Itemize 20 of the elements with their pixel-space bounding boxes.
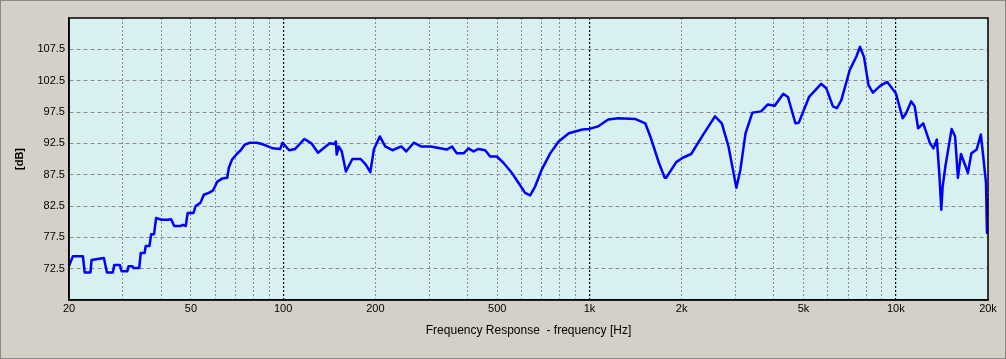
x-tick-label: 10k — [886, 301, 906, 314]
y-tick-label: 87.5 — [43, 167, 65, 180]
x-tick-label: 5k — [797, 301, 810, 314]
x-axis-title: Frequency Response - frequency [Hz] — [425, 323, 632, 338]
x-tick-label: 200 — [366, 301, 385, 314]
y-tick-label: 92.5 — [43, 136, 65, 149]
y-tick-label: 82.5 — [43, 199, 65, 212]
x-tick-label: 20 — [62, 301, 76, 314]
x-tick-label: 500 — [488, 301, 507, 314]
x-tick-label: 2k — [675, 301, 688, 314]
x-tick-label: 100 — [273, 301, 293, 314]
y-axis-title: [dB] — [12, 147, 25, 170]
x-tick-label: 20k — [979, 301, 998, 314]
x-tick-label: 50 — [184, 301, 198, 314]
y-tick-label: 102.5 — [37, 73, 65, 86]
y-tick-label: 107.5 — [37, 42, 65, 55]
x-tick-label: 1k — [583, 301, 596, 314]
y-tick-label: 77.5 — [43, 230, 65, 243]
y-tick-label: 72.5 — [43, 261, 65, 274]
y-tick-label: 97.5 — [43, 105, 65, 118]
